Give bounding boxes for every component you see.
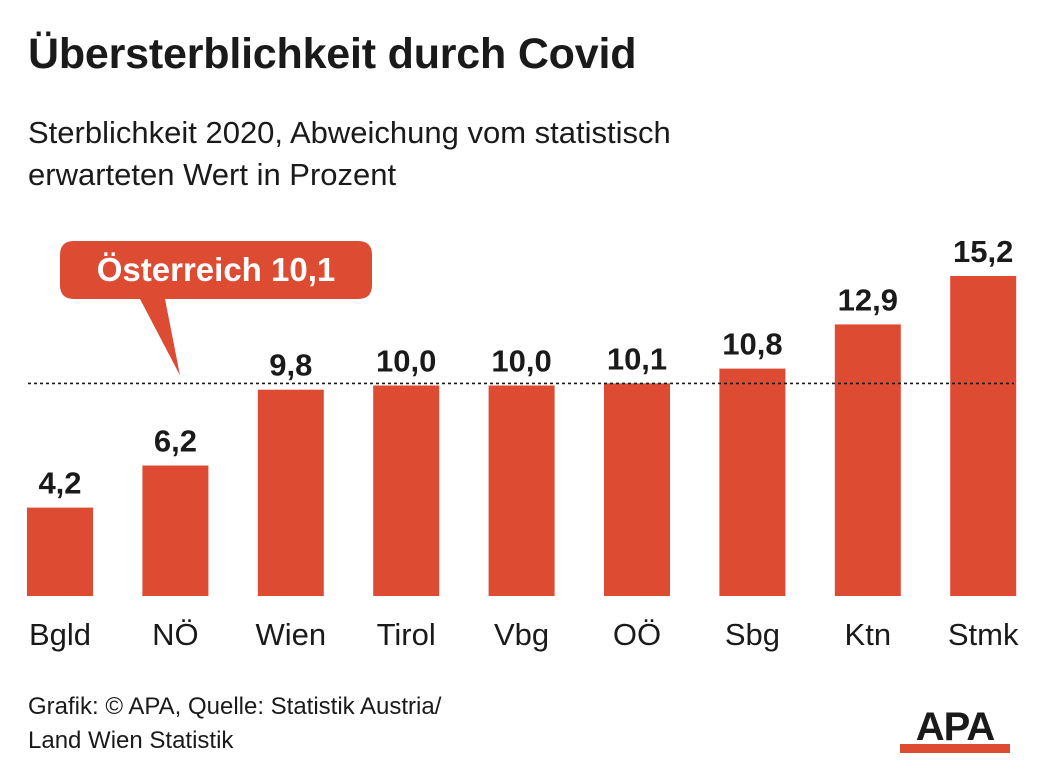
bar-Sbg (719, 368, 786, 596)
value-label-Bgld: 4,2 (38, 466, 81, 501)
reference-callout: Österreich 10,1 (60, 241, 372, 376)
value-labels-layer: 4,2 6,2 9,8 10,0 10,0 10,1 10,8 12,9 15,2 (38, 234, 1013, 501)
bars-layer (27, 276, 1017, 596)
value-label-Wien: 9,8 (269, 348, 312, 383)
value-label-Ktn: 12,9 (838, 282, 898, 317)
source-line-1: Grafik: © APA, Quelle: Statistik Austria… (28, 693, 442, 720)
apa-logo: APA (900, 706, 1010, 753)
bar-Wien (257, 389, 324, 596)
category-label-Sbg: Sbg (725, 617, 780, 652)
bar-NÖ (142, 465, 209, 596)
category-label-Bgld: Bgld (29, 617, 91, 652)
source-line-2: Land Wien Statistik (28, 727, 234, 754)
bar-Tirol (373, 385, 440, 596)
category-label-Wien: Wien (255, 617, 326, 652)
category-label-Stmk: Stmk (948, 617, 1019, 652)
category-label-NÖ: NÖ (152, 617, 199, 652)
category-label-Vbg: Vbg (494, 617, 549, 652)
value-label-Sbg: 10,8 (722, 327, 782, 362)
bar-Stmk (950, 276, 1017, 596)
category-label-Ktn: Ktn (845, 617, 892, 652)
callout-bubble (60, 241, 372, 376)
subtitle-line-1: Sterblichkeit 2020, Abweichung vom stati… (28, 115, 671, 150)
value-label-Vbg: 10,0 (491, 344, 551, 379)
callout-label: Österreich 10,1 (97, 251, 335, 288)
chart-subtitle: Sterblichkeit 2020, Abweichung vom stati… (28, 112, 848, 196)
apa-logo-bar (900, 744, 1010, 753)
source-note: Grafik: © APA, Quelle: Statistik Austria… (28, 690, 441, 758)
bar-Ktn (834, 324, 901, 596)
value-label-Stmk: 15,2 (953, 234, 1013, 269)
bar-Vbg (488, 385, 555, 596)
value-label-Tirol: 10,0 (376, 344, 436, 379)
apa-logo-text: APA (916, 706, 995, 749)
category-labels-layer: Bgld NÖ Wien Tirol Vbg OÖ Sbg Ktn Stmk (29, 617, 1019, 652)
value-label-NÖ: 6,2 (154, 424, 197, 459)
value-label-OÖ: 10,1 (607, 341, 667, 376)
bar-OÖ (604, 383, 670, 596)
chart-title: Übersterblichkeit durch Covid (28, 30, 637, 78)
category-label-OÖ: OÖ (613, 617, 661, 652)
subtitle-line-2: erwarteten Wert in Prozent (28, 157, 397, 192)
bar-Bgld (27, 507, 93, 596)
category-label-Tirol: Tirol (377, 617, 436, 652)
bar-chart: Österreich 10,1 4,2 6,2 9,8 10,0 10,0 10,1 10,… (27, 234, 1019, 652)
